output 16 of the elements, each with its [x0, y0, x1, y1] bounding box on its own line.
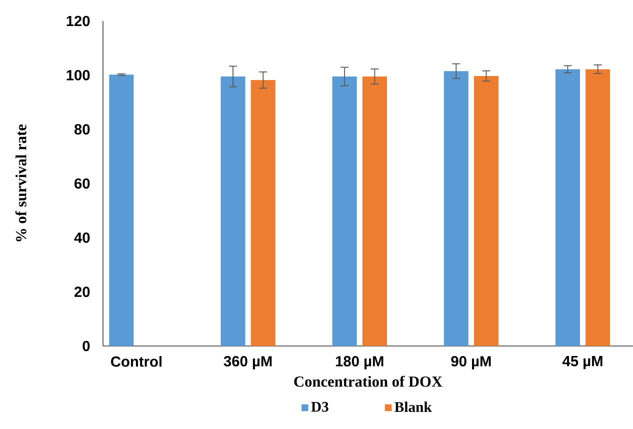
legend-label: Blank — [394, 402, 432, 412]
y-tick-label: 20 — [74, 286, 90, 298]
legend-label: D3 — [311, 402, 328, 412]
y-tick-label: 60 — [74, 178, 90, 189]
x-tick-label: Control — [111, 356, 162, 367]
x-axis-title: Concentration of DOX — [294, 376, 442, 387]
x-tick-label: 180 µM — [336, 356, 384, 370]
y-tick-label: 120 — [66, 16, 90, 26]
y-tick-label: 100 — [66, 70, 90, 80]
x-tick-label: 90 µM — [451, 356, 491, 370]
x-tick-label: 45 µM — [562, 356, 602, 370]
x-tick-label: 360 µM — [224, 356, 272, 370]
y-tick-label: 0 — [82, 340, 90, 352]
y-tick-label: 80 — [74, 124, 90, 135]
y-tick-label: 40 — [74, 232, 90, 243]
y-axis-title: % of survival rate — [15, 124, 26, 242]
